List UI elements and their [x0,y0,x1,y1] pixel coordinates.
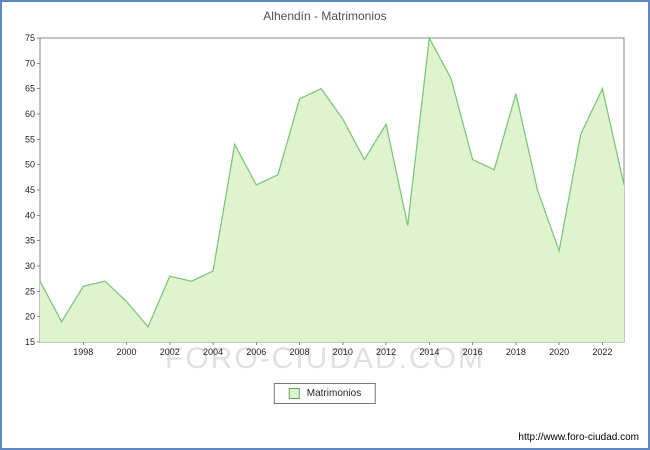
svg-text:1998: 1998 [73,347,93,357]
svg-text:2008: 2008 [290,347,310,357]
svg-text:2012: 2012 [376,347,396,357]
svg-text:20: 20 [25,312,35,322]
svg-text:40: 40 [25,210,35,220]
svg-text:2002: 2002 [160,347,180,357]
svg-text:2010: 2010 [333,347,353,357]
svg-text:2018: 2018 [506,347,526,357]
svg-text:2004: 2004 [203,347,223,357]
legend: Matrimonios [273,383,377,404]
svg-text:2016: 2016 [463,347,483,357]
svg-text:45: 45 [25,185,35,195]
svg-text:55: 55 [25,134,35,144]
svg-text:75: 75 [25,33,35,43]
svg-text:25: 25 [25,286,35,296]
svg-text:2014: 2014 [419,347,439,357]
svg-text:30: 30 [25,261,35,271]
legend-label: Matrimonios [306,388,362,399]
matrimonios-area-chart: 15 20 25 30 35 40 45 50 55 60 65 70 75 1998 2000 2002 20… [25,33,625,357]
svg-text:2006: 2006 [246,347,266,357]
legend-swatch-icon [288,388,300,399]
svg-text:2000: 2000 [117,347,137,357]
svg-text:50: 50 [25,160,35,170]
svg-text:15: 15 [25,337,35,347]
footer-url[interactable]: http://www.foro-ciudad.com [518,432,639,443]
svg-text:35: 35 [25,236,35,246]
svg-text:60: 60 [25,109,35,119]
svg-text:70: 70 [25,58,35,68]
svg-text:65: 65 [25,84,35,94]
svg-text:2022: 2022 [592,347,612,357]
chart-title: Alhendín - Matrimonios [263,9,387,23]
svg-text:2020: 2020 [549,347,569,357]
